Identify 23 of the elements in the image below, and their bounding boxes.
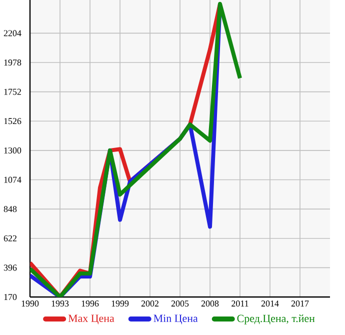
- y-tick-label: 2204: [4, 30, 22, 36]
- y-tick-label: 622: [4, 235, 16, 242]
- x-tick-label: 2011: [232, 300, 248, 307]
- y-tick-label: 396: [4, 264, 17, 271]
- y-tick-label: 1074: [4, 176, 22, 183]
- x-tick-label: 1996: [82, 300, 99, 307]
- y-tick-label: 1526: [4, 118, 22, 124]
- x-tick-label: 2005: [171, 300, 189, 307]
- x-tick-label: 2008: [201, 300, 219, 307]
- legend-label: Min Цена: [154, 314, 198, 324]
- legend-label: Сред.Цена, т.йен: [237, 314, 315, 324]
- x-tick-label: 2017: [291, 300, 309, 307]
- y-tick-label: 170: [4, 294, 17, 300]
- x-tick-label: 2014: [261, 300, 279, 307]
- x-tick-label: 1999: [112, 300, 129, 307]
- legend-label: Max Цена: [68, 314, 114, 324]
- x-tick-label: 1993: [52, 300, 69, 307]
- y-tick-label: 1752: [4, 88, 21, 95]
- y-tick-label: 1978: [4, 59, 22, 66]
- y-tick-label: 848: [4, 206, 17, 212]
- x-tick-label: 1990: [22, 300, 39, 307]
- y-tick-label: 1300: [4, 147, 22, 154]
- x-tick-label: 2002: [141, 300, 158, 307]
